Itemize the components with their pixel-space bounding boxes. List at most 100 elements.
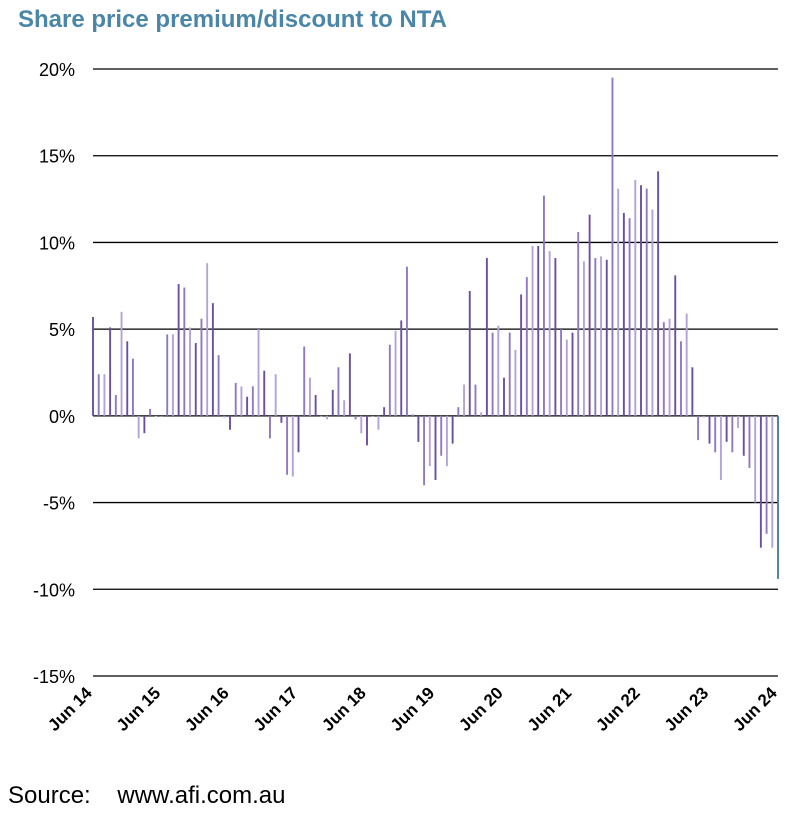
bar [543,195,545,416]
bar [463,384,465,416]
bar [383,407,386,416]
bar [497,325,500,416]
bar [605,259,608,416]
bar [206,263,209,416]
chart-title: Share price premium/discount to NTA [18,6,447,33]
x-tick-label: Jun 14 [44,683,96,735]
bar [297,415,300,453]
bar [480,412,483,416]
bar [251,386,254,416]
bar [759,415,762,548]
bar [303,346,306,416]
bar [765,415,768,534]
bar [491,332,494,416]
bar [531,245,534,416]
source-line: Source: www.afi.com.au [8,782,285,810]
bar [320,415,323,417]
bar [200,318,203,416]
y-tick-label: -15% [33,667,75,687]
bar [485,258,488,416]
bar [406,266,408,416]
bar [428,415,431,467]
x-tick-label: Jun 20 [455,683,507,735]
bar [668,318,671,416]
bar [571,332,574,416]
bar [286,415,289,475]
bar [611,77,614,416]
bar [640,185,642,416]
bar [628,218,631,416]
bar [554,258,557,416]
bar [354,415,357,420]
bar [771,415,774,548]
bar [371,415,374,417]
bar [177,284,180,416]
y-tick-label: 5% [49,320,75,340]
bar [166,334,169,416]
bar [308,377,311,416]
bar [537,245,540,416]
bar [400,320,403,416]
bar [388,344,391,416]
bar [503,377,505,416]
bar [114,395,117,416]
x-tick-label: Jun 17 [250,683,302,735]
y-tick-label: 15% [39,147,75,167]
bar [719,415,722,481]
bar [417,415,420,442]
bar [662,322,665,416]
bar [697,415,700,441]
bar [337,367,340,416]
x-tick-label: Jun 22 [592,683,644,735]
x-tick-label: Jun 16 [181,683,233,735]
bar [731,415,734,453]
bar [525,277,528,416]
bar [451,415,454,444]
bar [680,341,682,416]
bar [194,343,197,416]
bar [189,327,191,416]
bar [600,256,602,416]
bar [394,330,397,416]
bar [468,290,471,416]
bar [674,275,677,416]
y-tick-label: 0% [49,407,75,427]
y-tick-label: 10% [39,233,75,253]
bar [520,294,523,416]
chart-plot: 20%15%10%5%0%-5%-10%-15% Jun 14 Jun 15 Jun… [33,60,781,735]
y-tick-label: 20% [39,60,75,80]
bar [229,415,231,430]
bar [274,374,277,416]
bar [280,415,283,423]
x-tick-label: Jun 19 [387,683,439,735]
bar [257,329,260,416]
bar [651,209,654,416]
bar [366,415,368,446]
bar [103,374,106,416]
bar [411,414,414,416]
bar [92,317,94,416]
y-axis-ticks: 20% 15% 10% 5% 0% -5% -10% -15% [33,60,75,687]
bar [777,415,779,579]
bar [331,389,334,416]
bar [377,415,380,430]
bar [560,329,563,416]
bar [269,415,271,439]
bar [565,339,568,416]
bar [360,415,363,434]
bar [434,415,437,481]
y-tick-label: -10% [33,580,75,600]
bar [508,332,511,416]
bar [223,415,226,418]
bar [691,367,694,416]
bar [657,171,660,416]
bars [92,77,779,579]
bar [708,415,711,444]
bar [514,349,517,416]
bar [423,415,426,486]
bar [577,232,580,416]
source-url: www.afi.com.au [117,782,286,809]
bar [474,384,477,416]
bar [132,358,134,416]
bar [217,355,220,416]
